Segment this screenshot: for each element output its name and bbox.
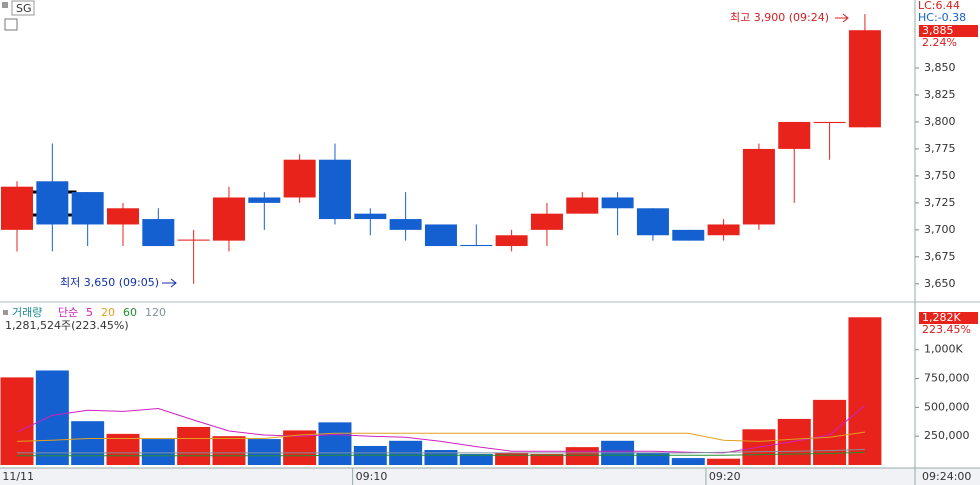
volume-bar bbox=[459, 454, 493, 465]
volume-bar bbox=[671, 458, 705, 465]
time-axis-strip bbox=[0, 468, 980, 485]
y-tick-label: 1,000K bbox=[924, 343, 963, 356]
y-tick-label: 3,675 bbox=[924, 250, 956, 263]
legend-entry: 120 bbox=[145, 306, 166, 319]
last-price-box bbox=[919, 25, 978, 37]
candle-body bbox=[212, 197, 245, 241]
x-tick-label: 09:20 bbox=[709, 470, 741, 483]
volume-bar bbox=[35, 370, 69, 465]
candle-body bbox=[71, 192, 104, 225]
ma-type-label: 단순 bbox=[58, 306, 78, 319]
volume-bar bbox=[318, 422, 352, 465]
volume-ratio: 223.45% bbox=[922, 323, 971, 336]
volume-bar bbox=[530, 454, 564, 465]
low-arrow bbox=[162, 278, 177, 288]
y-tick-label: 3,825 bbox=[924, 88, 956, 101]
candle-body bbox=[36, 181, 69, 225]
volume-bar bbox=[565, 447, 599, 465]
moving-average-line bbox=[16, 431, 865, 442]
legend-entry: 60 bbox=[123, 306, 137, 319]
candle-body bbox=[848, 30, 881, 128]
lc-label: LC:6.44 bbox=[918, 0, 960, 12]
symbol-box[interactable] bbox=[11, 0, 35, 16]
x-tick-label: 09:10 bbox=[356, 470, 388, 483]
candle-body bbox=[601, 197, 634, 209]
candle-body bbox=[742, 148, 775, 225]
x-tick-label: 11/11 bbox=[2, 470, 34, 483]
candle-body bbox=[389, 219, 422, 230]
volume-summary: 1,281,524주(223.45%) bbox=[5, 319, 129, 332]
volume-bar bbox=[424, 450, 458, 465]
candle-body bbox=[495, 235, 528, 247]
volume-bar bbox=[495, 452, 529, 465]
volume-bar bbox=[0, 377, 34, 465]
y-tick-label: 3,750 bbox=[924, 169, 956, 182]
candle-body bbox=[636, 208, 669, 236]
y-tick-label: 3,850 bbox=[924, 61, 956, 74]
candle-body bbox=[106, 208, 139, 225]
y-tick-label: 3,725 bbox=[924, 196, 956, 209]
y-tick-label: 500,000 bbox=[924, 400, 970, 413]
volume-bar bbox=[177, 426, 211, 465]
candle-body bbox=[530, 213, 563, 230]
y-tick-label: 750,000 bbox=[924, 372, 970, 385]
change-label: 2.24% bbox=[922, 36, 957, 49]
volume-bar bbox=[777, 418, 811, 465]
y-tick-label: 3,800 bbox=[924, 115, 956, 128]
grid-icon[interactable] bbox=[4, 18, 18, 31]
volume-bar bbox=[636, 452, 670, 465]
volume-bar bbox=[212, 436, 246, 465]
volume-bar bbox=[141, 439, 175, 465]
candle-body bbox=[424, 224, 457, 247]
cursor-time: 09:24:00 bbox=[922, 470, 971, 483]
candle-body bbox=[778, 121, 811, 149]
candle-body bbox=[248, 197, 281, 203]
y-tick-label: 3,650 bbox=[924, 277, 956, 290]
volume-bar bbox=[106, 433, 140, 465]
low-annotation: 최저 3,650 (09:05) bbox=[60, 276, 159, 289]
candle-body bbox=[177, 239, 210, 241]
volume-bar bbox=[707, 458, 741, 465]
high-arrow bbox=[835, 13, 849, 23]
candle-body bbox=[1, 186, 33, 230]
moving-average-line bbox=[17, 448, 865, 454]
hc-label: HC:-0.38 bbox=[918, 11, 966, 24]
legend-entry: 5 bbox=[86, 306, 93, 319]
volume-legend-title: 거래량 bbox=[12, 306, 42, 319]
candle-body bbox=[142, 219, 175, 247]
volume-menu-icon[interactable] bbox=[3, 310, 8, 315]
y-tick-label: 3,700 bbox=[924, 223, 956, 236]
volume-bar bbox=[813, 399, 847, 465]
menu-icon[interactable] bbox=[2, 2, 8, 8]
candle-body bbox=[707, 224, 740, 236]
candle-body bbox=[283, 159, 316, 198]
moving-average-line bbox=[17, 451, 865, 457]
volume-bar bbox=[71, 421, 105, 465]
symbol: SG bbox=[16, 2, 32, 15]
volume-bar bbox=[247, 439, 281, 465]
candle-body bbox=[318, 159, 351, 220]
volume-bar bbox=[848, 317, 882, 465]
legend-entry: 20 bbox=[101, 306, 115, 319]
candle-body bbox=[813, 121, 846, 124]
last-price: 3,885 bbox=[922, 24, 954, 37]
candle-body bbox=[354, 213, 387, 220]
last-volume-box bbox=[919, 312, 978, 324]
candle-body bbox=[672, 229, 705, 241]
y-tick-label: 3,775 bbox=[924, 142, 956, 155]
candle-body bbox=[460, 244, 493, 247]
high-annotation: 최고 3,900 (09:24) bbox=[730, 11, 829, 24]
moving-average-line bbox=[16, 405, 866, 454]
candle-body bbox=[566, 197, 599, 214]
y-tick-label: 250,000 bbox=[924, 429, 970, 442]
last-volume: 1,282K bbox=[922, 311, 961, 324]
